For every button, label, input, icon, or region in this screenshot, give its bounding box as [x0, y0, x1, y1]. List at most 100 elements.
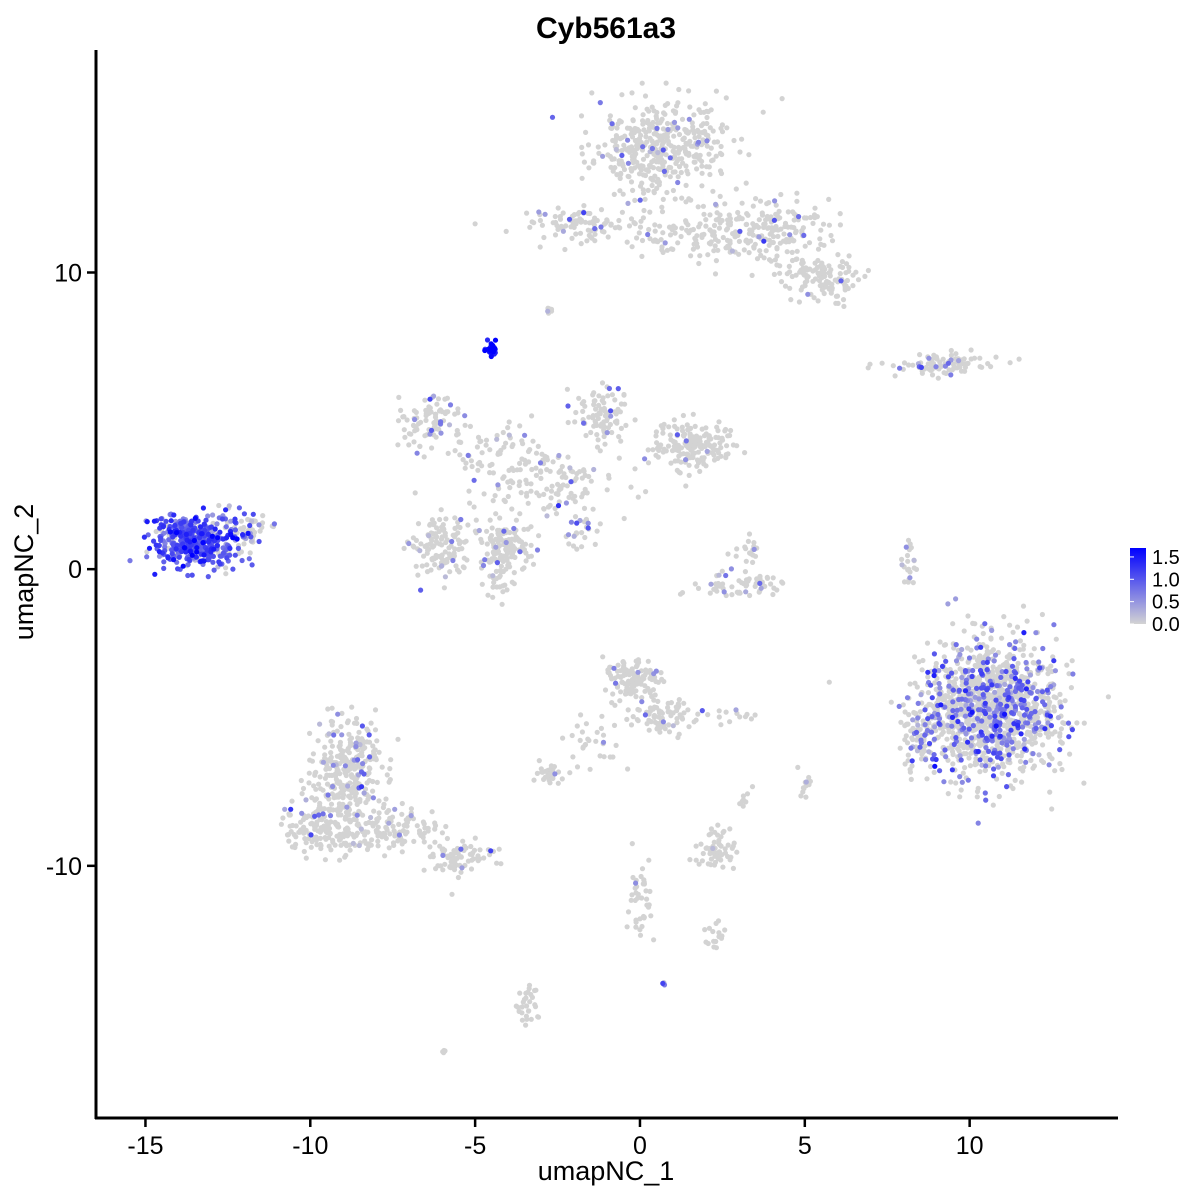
cell-point [621, 166, 628, 173]
cell-point [953, 780, 959, 786]
cell-point [432, 839, 438, 845]
cell-point [479, 539, 485, 546]
cell-point [632, 466, 638, 472]
cell-point [168, 518, 174, 524]
cell-point [469, 851, 475, 858]
cell-point [623, 671, 629, 678]
cell-point [1065, 720, 1072, 726]
cell-point [1067, 751, 1073, 757]
cell-point [644, 153, 650, 159]
cell-point [935, 734, 941, 740]
cell-point [607, 754, 613, 760]
cell-point [697, 435, 703, 441]
cell-point [982, 710, 989, 717]
cell-point [954, 365, 960, 371]
cell-point [969, 709, 975, 715]
cell-point [517, 460, 523, 466]
cell-point [749, 784, 756, 790]
cell-point [855, 277, 862, 283]
cell-point [494, 560, 500, 566]
cell-point [931, 672, 937, 679]
cell-point [637, 932, 644, 938]
cell-point [737, 149, 743, 155]
cell-point [632, 221, 638, 227]
cell-point [647, 209, 653, 215]
cell-point [656, 714, 662, 720]
cell-point [670, 187, 677, 194]
cell-point [655, 150, 661, 156]
cell-point [647, 135, 653, 141]
cell-point [718, 722, 724, 728]
cell-point [386, 820, 392, 826]
cell-point [928, 729, 935, 735]
cell-point [525, 1008, 532, 1014]
cell-point [1081, 780, 1087, 786]
cell-point [920, 657, 926, 664]
cell-point [666, 722, 672, 728]
cell-point [462, 465, 468, 471]
cell-point [600, 153, 606, 159]
cell-point [974, 645, 980, 651]
cell-point [401, 414, 407, 420]
cell-point [922, 732, 928, 738]
cell-point [724, 237, 731, 243]
cell-point [974, 663, 980, 670]
cell-point [398, 407, 404, 413]
cell-point [529, 413, 535, 419]
cell-point [536, 209, 542, 215]
cell-point [482, 557, 488, 563]
cell-point [652, 228, 658, 234]
cell-point [695, 585, 702, 592]
x-tick-label: 0 [633, 1132, 647, 1160]
cell-point [672, 196, 678, 202]
cell-point [523, 1022, 529, 1028]
cell-point [402, 838, 408, 845]
cell-point [475, 434, 482, 440]
cell-point [1052, 768, 1058, 774]
cell-point [144, 549, 150, 555]
cell-point [566, 541, 572, 547]
cell-point [826, 679, 832, 685]
cell-point [806, 240, 813, 246]
cell-point [974, 685, 980, 692]
cell-point [586, 165, 592, 171]
cell-point [1005, 772, 1012, 778]
cell-point [926, 749, 932, 755]
cell-point [337, 739, 343, 745]
cell-point [592, 238, 598, 244]
cell-point [690, 124, 696, 130]
cell-point [414, 823, 420, 829]
cell-point [628, 691, 634, 697]
cell-point [306, 770, 312, 776]
cell-point [645, 187, 651, 193]
cell-point [435, 863, 441, 869]
cell-point [683, 199, 689, 205]
cell-point [500, 429, 506, 436]
cell-point [521, 526, 527, 533]
cell-point [484, 541, 490, 547]
cell-point [790, 209, 796, 215]
cell-point [1002, 730, 1008, 736]
cell-point [904, 740, 911, 746]
cell-point [933, 364, 939, 370]
cell-point [798, 793, 804, 799]
cell-point [628, 131, 634, 137]
cell-point [361, 771, 367, 777]
cell-point [355, 735, 361, 741]
cell-point [481, 491, 487, 497]
cell-point [744, 791, 751, 797]
cell-point [651, 151, 657, 157]
cell-point [815, 257, 821, 264]
cell-point [660, 147, 666, 153]
cell-point [957, 700, 963, 707]
cell-point [334, 779, 340, 785]
cell-point [730, 843, 736, 849]
cell-point [167, 529, 173, 535]
cell-point [366, 732, 372, 738]
cell-point [707, 212, 713, 218]
cell-point [301, 848, 307, 855]
cell-point [642, 688, 648, 694]
cell-point [406, 540, 412, 547]
cell-point [187, 548, 193, 555]
cell-point [592, 226, 598, 232]
